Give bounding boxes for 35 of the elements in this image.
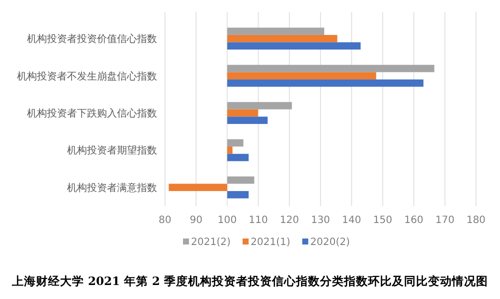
x-tick-label: 150 — [373, 215, 392, 226]
text: 上海财经大学 2021 年第 2 季度机构投资者投资信心指数分类指数环比及同比变动情况图 — [10, 274, 488, 288]
bar — [227, 102, 292, 110]
bar — [227, 34, 338, 42]
legend-label: 2021(2) — [191, 237, 231, 248]
bar — [227, 146, 232, 154]
x-tick-label: 130 — [310, 215, 330, 226]
bar — [227, 72, 376, 80]
bar — [227, 116, 268, 124]
bar — [227, 79, 424, 87]
bar — [227, 64, 434, 72]
y-tick-label: 机构投资者期望指数 — [67, 144, 157, 157]
bar — [227, 154, 249, 162]
x-tick-label: 180 — [466, 215, 486, 226]
x-tick-label: 140 — [342, 215, 362, 226]
legend-label: 2020(2) — [310, 237, 350, 248]
x-tick-label: 120 — [280, 215, 299, 226]
legend-label: 2021(1) — [250, 237, 290, 248]
y-tick-label: 机构投资者投资价值信心指数 — [27, 33, 157, 46]
x-tick-label: 160 — [404, 215, 424, 226]
bar — [168, 184, 228, 192]
bar — [227, 109, 258, 117]
bar — [227, 176, 254, 184]
bar — [227, 28, 324, 35]
bar — [227, 139, 244, 147]
x-tick-label: 80 — [158, 215, 172, 226]
x-tick-label: 90 — [190, 215, 202, 226]
x-tick-label: 170 — [435, 215, 454, 226]
bar — [227, 42, 361, 50]
y-tick-label: 机构投资者满意指数 — [67, 182, 157, 194]
y-tick-label: 机构投资者下跌购入信心指数 — [27, 108, 157, 120]
bar — [227, 191, 249, 198]
y-tick-label: 机构投资者不发生崩盘信心指数 — [17, 70, 157, 82]
x-tick-label: 110 — [248, 215, 268, 226]
x-tick-label: 100 — [218, 215, 237, 226]
